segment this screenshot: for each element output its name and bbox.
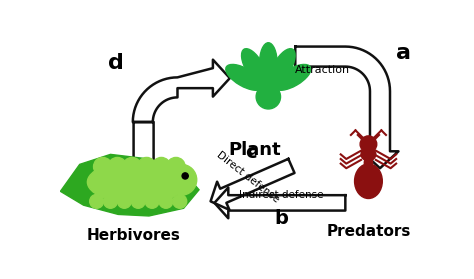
Text: c: c bbox=[246, 143, 257, 162]
Text: Herbivores: Herbivores bbox=[87, 227, 181, 242]
Polygon shape bbox=[133, 60, 230, 199]
Circle shape bbox=[166, 164, 197, 195]
Text: Predators: Predators bbox=[326, 224, 410, 239]
Circle shape bbox=[167, 157, 185, 176]
Circle shape bbox=[90, 194, 103, 208]
Polygon shape bbox=[61, 154, 199, 216]
Ellipse shape bbox=[274, 64, 311, 90]
Circle shape bbox=[137, 157, 156, 176]
Circle shape bbox=[131, 194, 145, 208]
Circle shape bbox=[182, 173, 188, 179]
Text: Indirect defense: Indirect defense bbox=[239, 190, 324, 200]
Text: a: a bbox=[396, 43, 410, 63]
Ellipse shape bbox=[87, 161, 188, 203]
Text: Plant: Plant bbox=[228, 141, 281, 159]
Circle shape bbox=[256, 85, 281, 109]
Ellipse shape bbox=[259, 43, 277, 84]
Polygon shape bbox=[295, 47, 399, 168]
Circle shape bbox=[123, 157, 141, 176]
Ellipse shape bbox=[269, 49, 295, 86]
Circle shape bbox=[159, 194, 173, 208]
Circle shape bbox=[103, 194, 118, 208]
Circle shape bbox=[118, 194, 131, 208]
Text: Attraction: Attraction bbox=[295, 66, 350, 75]
Ellipse shape bbox=[355, 164, 383, 198]
Circle shape bbox=[360, 136, 377, 153]
Text: b: b bbox=[274, 209, 288, 228]
Circle shape bbox=[152, 157, 171, 176]
Circle shape bbox=[93, 157, 112, 176]
Circle shape bbox=[108, 157, 127, 176]
Ellipse shape bbox=[242, 49, 267, 86]
Text: d: d bbox=[108, 53, 124, 73]
Ellipse shape bbox=[361, 148, 376, 161]
Polygon shape bbox=[210, 159, 294, 210]
Ellipse shape bbox=[365, 158, 373, 168]
Text: Direct defense: Direct defense bbox=[214, 149, 281, 204]
Circle shape bbox=[173, 194, 187, 208]
Ellipse shape bbox=[226, 64, 263, 90]
Polygon shape bbox=[214, 187, 346, 218]
Circle shape bbox=[145, 194, 159, 208]
